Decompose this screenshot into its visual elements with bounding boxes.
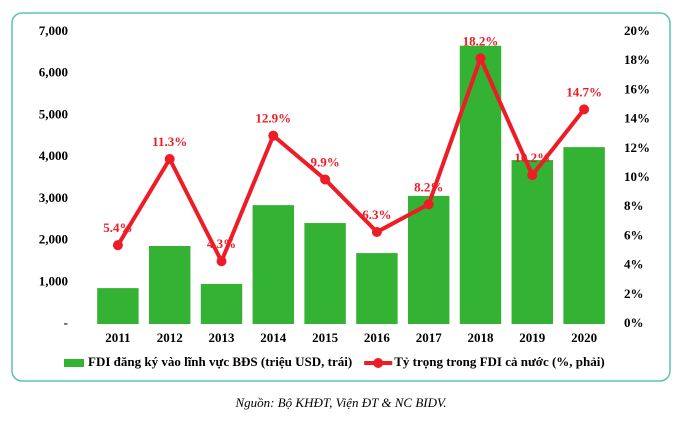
source-note: Nguồn: Bộ KHĐT, Viện ĐT & NC BIDV. bbox=[234, 395, 447, 410]
bar bbox=[148, 245, 191, 324]
data-label: 6.3% bbox=[362, 207, 391, 222]
x-tick-label: 2020 bbox=[571, 330, 597, 345]
y2-tick-label: 10% bbox=[624, 169, 650, 184]
y2-tick-label: 14% bbox=[624, 111, 650, 126]
y2-tick-label: 18% bbox=[624, 52, 650, 67]
x-tick-label: 2015 bbox=[312, 330, 339, 345]
line-marker bbox=[268, 130, 279, 141]
data-label: 8.2% bbox=[414, 179, 443, 194]
line-marker bbox=[320, 174, 331, 185]
legend-label: FDI đăng ký vào lĩnh vực BĐS (triệu USD,… bbox=[88, 354, 352, 369]
y2-tick-label: 20% bbox=[624, 23, 650, 38]
y-tick-label: 1,000 bbox=[39, 273, 68, 288]
y-tick-label: 7,000 bbox=[39, 23, 68, 38]
y2-tick-label: 12% bbox=[624, 140, 650, 155]
line-marker bbox=[579, 104, 590, 115]
bar bbox=[97, 288, 139, 324]
data-label: 4.3% bbox=[207, 236, 236, 251]
line-marker bbox=[527, 170, 538, 181]
line-marker bbox=[216, 256, 227, 267]
y2-tick-label: 2% bbox=[624, 286, 644, 301]
y-tick-label: 3,000 bbox=[39, 190, 68, 205]
y-tick-label: 6,000 bbox=[39, 65, 68, 80]
bar bbox=[511, 160, 554, 324]
x-tick-label: 2012 bbox=[157, 330, 183, 345]
x-tick-label: 2013 bbox=[209, 330, 236, 345]
bar bbox=[200, 283, 243, 324]
chart-frame bbox=[11, 12, 671, 382]
legend-label: Tỷ trọng trong FDI cả nước (%, phải) bbox=[394, 354, 604, 369]
data-label: 12.9% bbox=[255, 111, 291, 126]
x-tick-label: 2014 bbox=[260, 330, 287, 345]
data-label: 14.7% bbox=[566, 84, 602, 99]
y-tick-label: - bbox=[64, 315, 68, 330]
bar bbox=[252, 205, 295, 324]
y2-tick-label: 16% bbox=[624, 81, 650, 96]
data-label: 9.9% bbox=[310, 154, 339, 169]
y2-tick-label: 6% bbox=[624, 227, 644, 242]
line-marker bbox=[371, 227, 382, 238]
y2-tick-label: 4% bbox=[624, 257, 644, 272]
y2-tick-label: 8% bbox=[624, 198, 644, 213]
x-tick-label: 2011 bbox=[105, 330, 130, 345]
data-label: 11.3% bbox=[152, 134, 187, 149]
x-tick-label: 2019 bbox=[519, 330, 546, 345]
line-marker bbox=[423, 199, 434, 210]
legend-swatch bbox=[64, 359, 84, 367]
y-tick-label: 4,000 bbox=[39, 148, 68, 163]
legend-swatch bbox=[373, 358, 384, 368]
x-tick-label: 2017 bbox=[416, 330, 443, 345]
x-tick-label: 2018 bbox=[468, 330, 495, 345]
bar bbox=[407, 195, 450, 324]
bar bbox=[563, 147, 605, 324]
data-label: 10.2% bbox=[514, 150, 550, 165]
x-tick-label: 2016 bbox=[364, 330, 391, 345]
y-tick-label: 5,000 bbox=[39, 106, 68, 121]
data-label: 18.2% bbox=[463, 33, 499, 48]
line-marker bbox=[475, 53, 486, 64]
y-tick-label: 2,000 bbox=[39, 232, 68, 247]
bar bbox=[356, 253, 398, 324]
bar bbox=[304, 223, 346, 324]
y2-tick-label: 0% bbox=[624, 315, 644, 330]
line-marker bbox=[164, 154, 175, 165]
data-label: 5.4% bbox=[103, 220, 132, 235]
line bbox=[116, 56, 586, 264]
line-marker bbox=[112, 240, 123, 251]
